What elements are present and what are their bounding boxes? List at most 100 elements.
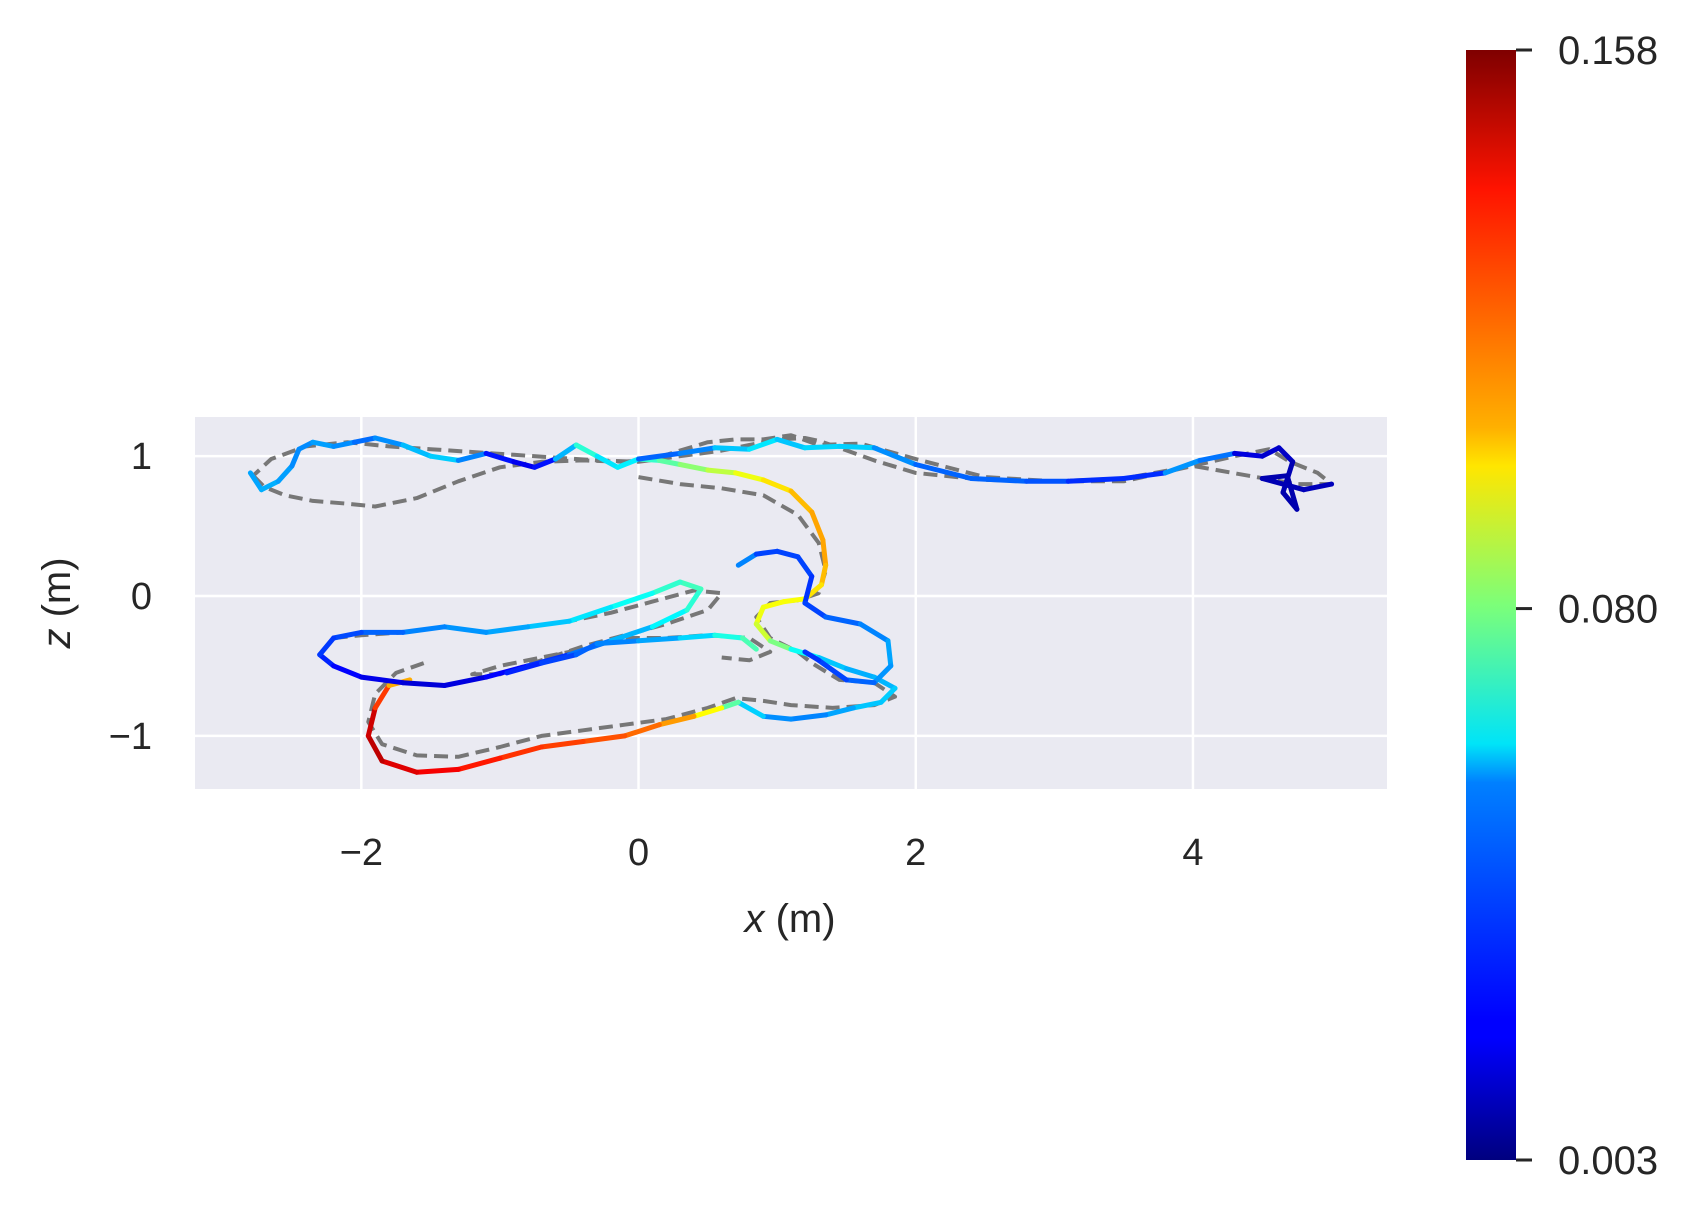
colorbar-ticks: 0.003 0.080 0.158 xyxy=(1516,29,1658,1183)
trajectories xyxy=(247,433,1335,775)
colorbar-tick-label: 0.158 xyxy=(1558,29,1658,73)
colorbar-tick-label: 0.003 xyxy=(1558,1139,1658,1183)
estimated-trajectory-segment xyxy=(539,652,579,666)
estimated-trajectory-segment xyxy=(1121,470,1168,481)
estimated-trajectory-segment xyxy=(788,488,815,515)
estimated-trajectory-segment xyxy=(857,621,891,644)
x-axis-label: x (m) xyxy=(742,897,835,941)
estimated-trajectory-segment xyxy=(511,459,538,470)
estimated-trajectory-segment xyxy=(823,614,863,627)
estimated-trajectory-segment xyxy=(788,712,829,722)
estimated-trajectory-segment xyxy=(608,624,655,644)
estimated-trajectory-segment xyxy=(712,445,752,452)
estimated-trajectory-segment xyxy=(566,604,614,624)
estimated-trajectory-segment xyxy=(594,638,641,647)
estimated-trajectory-segment xyxy=(802,443,842,451)
estimated-trajectory-segment xyxy=(504,660,544,676)
estimated-trajectory-segment xyxy=(740,635,759,652)
estimated-trajectory-segment xyxy=(735,551,759,568)
estimated-trajectory-segment xyxy=(296,439,316,452)
estimated-trajectory-segment xyxy=(310,439,337,449)
estimated-trajectory-segment xyxy=(677,579,704,592)
estimated-trajectory-segment xyxy=(878,685,898,705)
estimated-trajectory-segment xyxy=(247,470,264,493)
estimated-trajectory-segment xyxy=(656,457,683,467)
estimated-trajectory-segment xyxy=(753,604,766,627)
estimated-trajectory-segment xyxy=(735,699,766,719)
estimated-trajectory-segment xyxy=(795,554,815,579)
y-tick-label: −1 xyxy=(109,716,152,758)
estimated-trajectory-segment xyxy=(719,699,741,711)
estimated-trajectory-segment xyxy=(760,599,787,610)
estimated-trajectory-segment xyxy=(843,677,877,686)
estimated-trajectory-segment xyxy=(497,744,544,761)
estimated-trajectory-segment xyxy=(580,733,628,744)
estimated-trajectory-segment xyxy=(1301,481,1335,493)
estimated-trajectory-segment xyxy=(317,635,337,658)
estimated-trajectory-segment xyxy=(414,766,461,775)
estimated-trajectory-segment xyxy=(552,442,579,462)
estimated-trajectory-segment xyxy=(774,548,801,560)
estimated-trajectory-segment xyxy=(442,624,489,635)
estimated-trajectory-segment xyxy=(525,618,572,630)
y-axis-label: z (m) xyxy=(35,557,79,649)
estimated-trajectory-segment xyxy=(705,467,739,476)
estimated-trajectory-segment xyxy=(358,674,406,686)
estimated-trajectory-segment xyxy=(649,607,690,630)
estimated-trajectory-segment xyxy=(1284,473,1300,512)
estimated-trajectory-segment xyxy=(802,649,822,663)
estimated-trajectory-segment xyxy=(760,713,794,722)
estimated-trajectory-segment xyxy=(615,456,641,470)
grid xyxy=(195,417,1387,789)
estimated-trajectory-segment xyxy=(712,632,745,641)
estimated-trajectory-segment xyxy=(317,652,337,669)
x-tick-label: −2 xyxy=(340,832,383,874)
estimated-trajectory-segment xyxy=(442,674,489,688)
estimated-trajectory-segment xyxy=(275,463,295,484)
estimated-trajectory-segment xyxy=(379,758,420,775)
estimated-trajectory-segment xyxy=(428,453,461,463)
estimated-trajectory-segment xyxy=(656,713,697,728)
estimated-trajectory-segment xyxy=(1276,445,1296,465)
estimated-trajectory-segment xyxy=(532,456,558,470)
colorbar-tick-label: 0.080 xyxy=(1558,588,1658,632)
estimated-trajectory-segment xyxy=(1197,450,1237,463)
x-tick-label: 2 xyxy=(905,832,926,874)
estimated-trajectory-segment xyxy=(885,638,894,669)
estimated-trajectory-segment xyxy=(802,600,829,620)
estimated-trajectory-segment xyxy=(331,629,364,641)
estimated-trajectory-segment xyxy=(733,470,766,483)
estimated-trajectory-segment xyxy=(677,462,711,473)
estimated-trajectory-segment xyxy=(760,477,794,494)
estimated-trajectory-segment xyxy=(816,655,849,672)
estimated-trajectory-segment xyxy=(649,579,683,596)
x-tick-label: 4 xyxy=(1182,832,1203,874)
estimated-trajectory-segment xyxy=(677,632,718,641)
estimated-trajectory-segment xyxy=(259,478,281,493)
estimated-trajectory-segment xyxy=(677,445,718,456)
estimated-trajectory-segment xyxy=(843,666,877,680)
estimated-trajectory-segment xyxy=(400,624,447,635)
estimated-trajectory-segment xyxy=(289,446,302,469)
estimated-trajectory-segment xyxy=(1162,457,1203,476)
estimated-trajectory-segment xyxy=(331,663,364,680)
estimated-trajectory-segment xyxy=(400,442,434,459)
estimated-trajectory-segment xyxy=(691,705,725,719)
y-tick-label: 0 xyxy=(131,576,152,618)
estimated-trajectory-segment xyxy=(1232,450,1265,459)
estimated-trajectory-segment xyxy=(351,435,378,445)
estimated-trajectory-segment xyxy=(767,638,794,652)
estimated-trajectory-segment xyxy=(913,462,974,481)
estimated-trajectory-segment xyxy=(753,548,780,557)
estimated-trajectory-segment xyxy=(636,635,683,644)
estimated-trajectory-segment xyxy=(819,562,829,588)
estimated-trajectory-segment xyxy=(455,755,503,772)
estimated-trajectory-segment xyxy=(331,439,357,449)
estimated-trajectory-segment xyxy=(608,590,655,610)
x-tick-label: 0 xyxy=(628,832,649,874)
x-axis-ticks: −2 0 2 4 xyxy=(340,832,1204,874)
estimated-trajectory-segment xyxy=(1259,445,1282,459)
estimated-trajectory-segment xyxy=(781,596,808,605)
estimated-trajectory-segment xyxy=(820,537,829,568)
